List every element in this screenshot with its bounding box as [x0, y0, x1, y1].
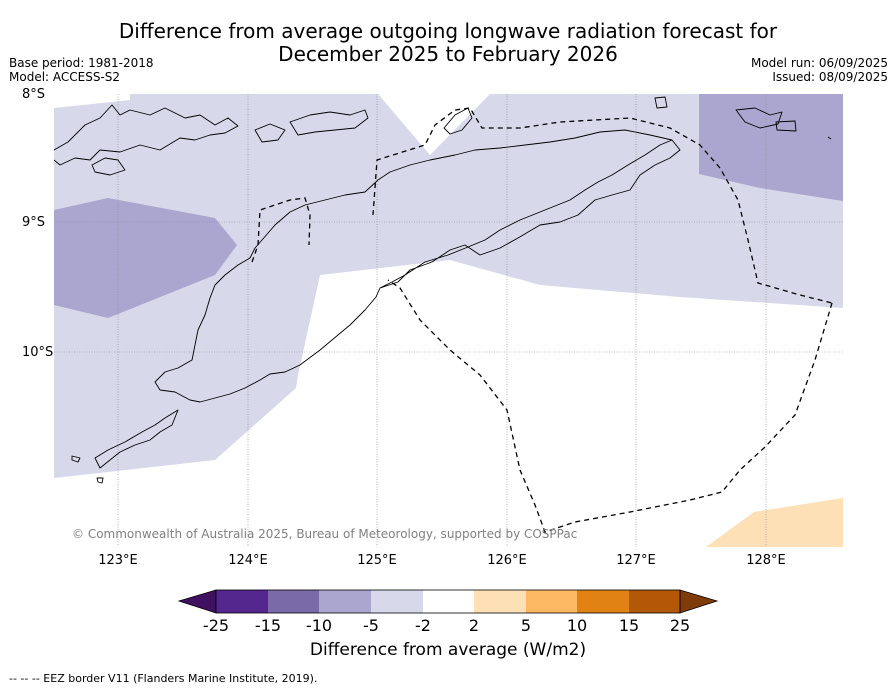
eez-footnote: -- -- -- EEZ border V11 (Flanders Marine…: [9, 672, 318, 685]
colorbar-tick-label: -5: [363, 616, 379, 635]
lon-label-124e: 124°E: [228, 553, 268, 568]
lat-label-9s: 9°S: [22, 215, 46, 230]
model-run: Model run: 06/09/2025: [750, 56, 888, 70]
lon-label-125e: 125°E: [357, 553, 397, 568]
model-name: Model: ACCESS-S2: [9, 70, 121, 84]
gridlines: [54, 94, 843, 547]
coastline-alor: [289, 109, 369, 136]
eez-border-west: [251, 197, 311, 263]
eez-border-south: [387, 279, 833, 533]
meta-left: Base period: 1981-2018 Model: ACCESS-S2: [9, 56, 154, 84]
coastline-island-a: [91, 157, 126, 176]
colorbar-bin-5: [423, 590, 474, 613]
colorbar-tick-label: 5: [520, 616, 532, 635]
colorbar-bin-9: [629, 590, 680, 613]
colorbar-bin-6: [474, 590, 526, 613]
coastline-timor: [154, 129, 681, 403]
meta-right: Model run: 06/09/2025 Issued: 08/09/2025: [751, 56, 888, 84]
colorbar-bin-1: [216, 590, 268, 613]
colorbar: [177, 589, 719, 614]
coastline-islet-sw: [96, 477, 104, 484]
coastline-rote: [94, 409, 179, 469]
lon-label-126e: 126°E: [487, 553, 527, 568]
colorbar-tick-label: -10: [305, 616, 333, 635]
colorbar-title: Difference from average (W/m2): [309, 640, 587, 660]
lat-label-8s: 8°S: [22, 87, 46, 102]
coastline-east-islands: [735, 107, 783, 129]
map-area[interactable]: [54, 94, 843, 547]
anomaly-region-purple-west: [54, 198, 237, 318]
base-period: Base period: 1981-2018: [9, 56, 154, 70]
colorbar-tick-label: 2: [468, 616, 480, 635]
coastline-east-islet: [775, 120, 797, 132]
lon-label-127e: 127°E: [616, 553, 656, 568]
colorbar-extend-high: [679, 589, 719, 614]
colorbar-tick-label: 10: [566, 616, 588, 635]
copyright-notice: © Commonwealth of Australia 2025, Bureau…: [72, 527, 578, 541]
coastline-islet: [654, 96, 668, 109]
anomaly-region-purple-east: [699, 94, 843, 201]
anomaly-region-light-purple: [54, 94, 843, 478]
title-line-2: December 2025 to February 2026: [278, 42, 618, 66]
colorbar-extend-low: [177, 589, 217, 614]
anomaly-region-orange: [706, 498, 843, 547]
colorbar-tick-label: -25: [202, 616, 230, 635]
coastline-leti: [827, 136, 832, 140]
coastline-northern-islands: [54, 104, 239, 166]
colorbar-bin-3: [319, 590, 371, 613]
lat-label-10s: 10°S: [22, 345, 54, 360]
chart-title: Difference from average outgoing longwav…: [0, 20, 896, 66]
colorbar-tick-label: 25: [669, 616, 691, 635]
colorbar-bin-7: [526, 590, 577, 613]
issued-date: Issued: 08/09/2025: [772, 70, 888, 84]
coastline-island-b: [254, 123, 286, 143]
colorbar-bin-2: [268, 590, 319, 613]
colorbar-tick-label: -15: [254, 616, 282, 635]
coastlines: [54, 96, 832, 484]
coastline-wetar: [443, 107, 473, 135]
eez-borders: [251, 107, 833, 533]
colorbar-tick-label: -2: [415, 616, 431, 635]
lon-label-123e: 123°E: [98, 553, 138, 568]
title-line-1: Difference from average outgoing longwav…: [118, 19, 778, 43]
eez-border-north: [372, 107, 833, 304]
lon-label-128e: 128°E: [746, 553, 786, 568]
colorbar-bin-8: [577, 590, 629, 613]
coastline-savu: [71, 455, 81, 463]
colorbar-tick-label: 15: [618, 616, 640, 635]
colorbar-bin-4: [371, 590, 423, 613]
